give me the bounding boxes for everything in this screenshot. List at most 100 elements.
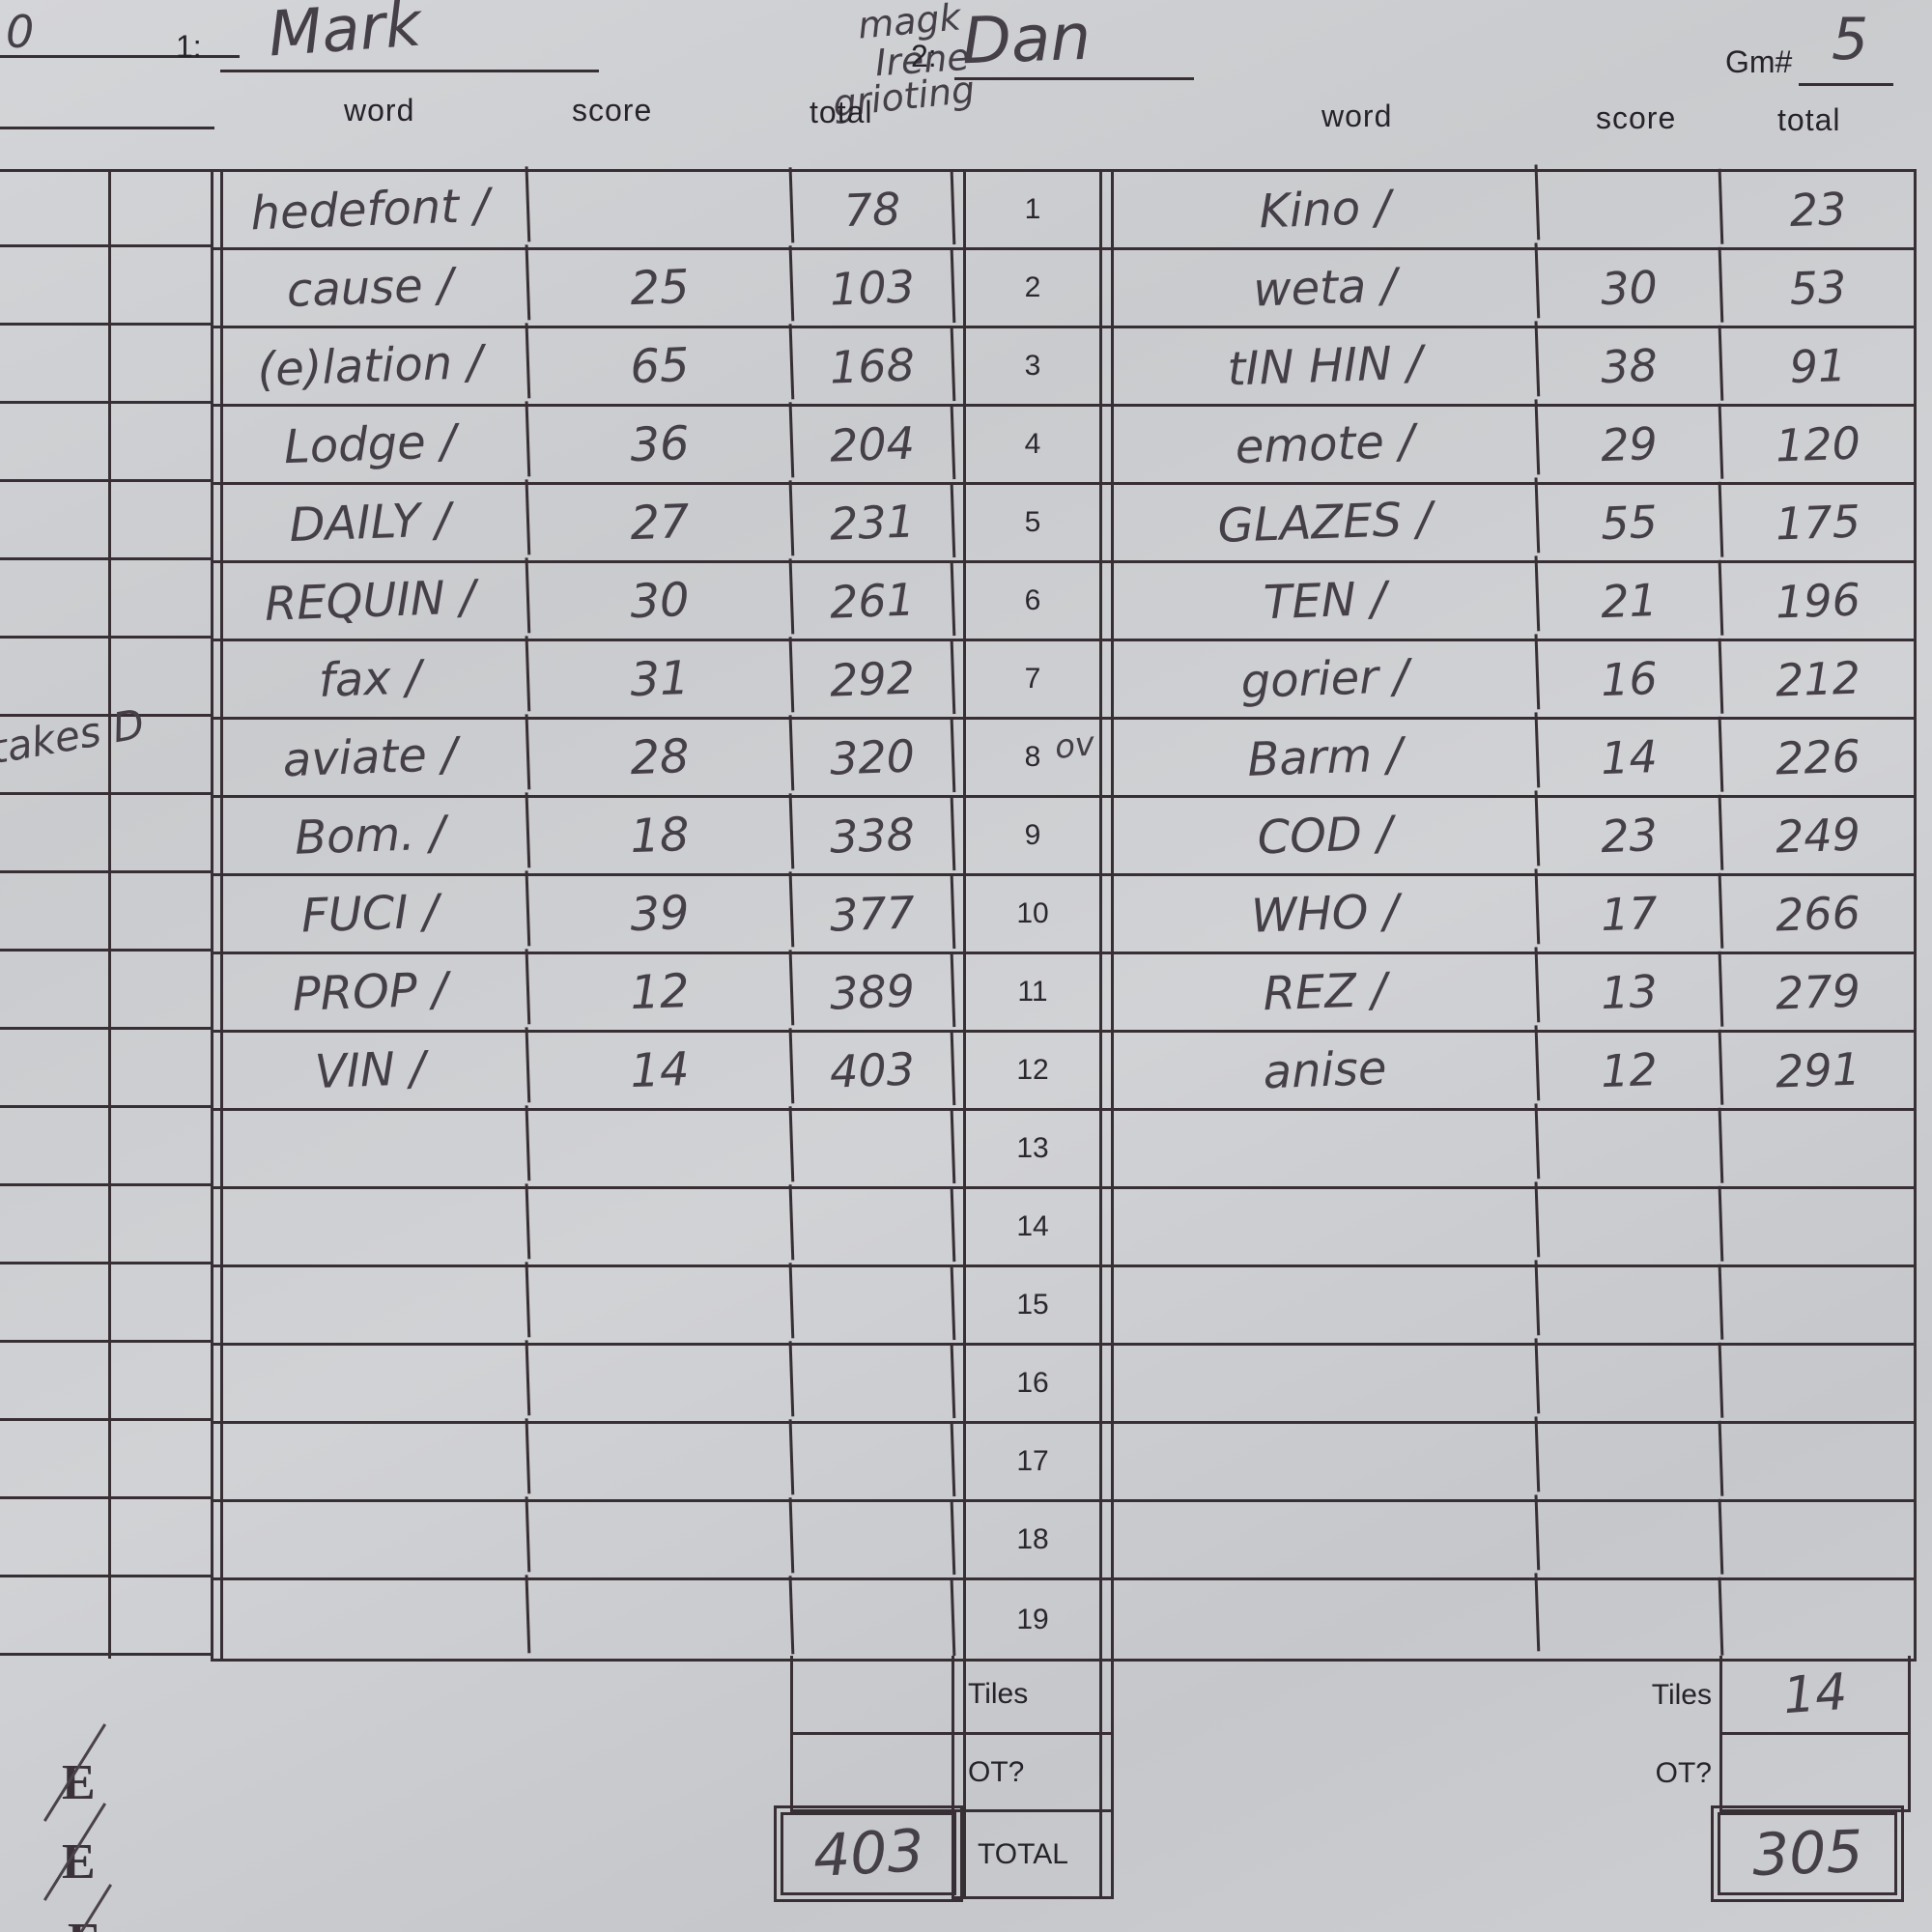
p2-score-cell <box>1537 168 1724 251</box>
turn-number: 18 <box>954 1502 1114 1577</box>
p1-score-cell: 65 <box>527 324 795 409</box>
p2-score-cell: 21 <box>1537 559 1724 642</box>
score-row: FUCI / 39 377 10 WHO / 17 266 <box>212 868 1914 959</box>
p1-total-cell <box>791 1421 956 1502</box>
p2-word-cell: emote / <box>1112 399 1541 490</box>
turn-number: 19 <box>954 1580 1114 1659</box>
p2-total-cell: 249 <box>1775 808 1861 864</box>
p1-word-cell: aviate / <box>212 714 531 801</box>
p1-score-cell: 14 <box>527 1028 795 1113</box>
p2-score-cell: 38 <box>1537 325 1724 408</box>
score-row: aviate / 28 320 8 Barm / 14 226 <box>212 712 1914 803</box>
p2-word-cell: Barm / <box>1112 712 1541 803</box>
p2-word-header: word <box>1321 99 1393 133</box>
p2-score-cell <box>1537 1577 1724 1662</box>
p1-word-cell: (e)lation / <box>212 323 531 410</box>
p1-total-cell <box>791 1577 956 1662</box>
p1-word-cell: fax / <box>212 636 531 723</box>
score-row: 19 <box>212 1573 1916 1666</box>
p2-total-cell: 91 <box>1788 338 1848 394</box>
p2-total-cell: 53 <box>1788 260 1848 316</box>
player1-underline <box>220 70 599 72</box>
p2-score-cell: 16 <box>1537 638 1724 721</box>
row8-margin-note: ov <box>1053 724 1096 768</box>
p1-total-cell: 78 <box>791 169 956 250</box>
margin-vertical-line <box>108 169 111 1659</box>
total-label: TOTAL <box>978 1837 1068 1870</box>
p1-total-cell: 231 <box>791 482 956 563</box>
p2-total-cell: 279 <box>1775 964 1861 1020</box>
turn-number: 5 <box>954 485 1114 560</box>
p1-word-cell: VIN / <box>212 1027 531 1114</box>
p2-score-header: score <box>1596 100 1677 135</box>
p2-total-cell: 226 <box>1775 729 1861 785</box>
p1-final-total: 403 <box>810 1817 926 1890</box>
turn-number: 7 <box>954 641 1114 717</box>
p2-tiles-label: Tiles <box>1536 1656 1712 1735</box>
score-row: 16 <box>212 1338 1914 1429</box>
turn-number: 13 <box>954 1111 1114 1186</box>
p1-score-cell: 36 <box>527 402 795 487</box>
p1-total-cell <box>791 1108 956 1189</box>
p2-total-cell: 120 <box>1775 416 1861 472</box>
p2-word-cell <box>1112 1338 1541 1429</box>
p1-total-cell: 377 <box>791 873 956 954</box>
p1-score-cell <box>527 1263 795 1348</box>
score-row: hedefont / 78 1 Kino / 23 <box>212 164 1914 255</box>
p1-total-cell: 261 <box>791 560 956 641</box>
p2-total-cell: 291 <box>1775 1042 1861 1098</box>
left-margin-strip <box>0 169 211 1659</box>
p1-total-cell: 403 <box>791 1030 956 1111</box>
player2-underline <box>954 77 1194 80</box>
p2-word-cell: tIN HIN / <box>1112 321 1541 412</box>
p2-word-cell: weta / <box>1112 242 1541 333</box>
player1-name: Mark <box>266 0 424 71</box>
p1-word-cell <box>212 1575 531 1664</box>
p1-score-cell: 18 <box>527 793 795 878</box>
ot-label: OT? <box>968 1755 1025 1788</box>
p2-word-cell <box>1112 1181 1541 1272</box>
p1-total-cell: 103 <box>791 247 956 328</box>
p1-total-cell: 204 <box>791 404 956 485</box>
center-col-inner-right-line <box>1099 169 1102 1899</box>
p2-score-cell <box>1537 1420 1724 1503</box>
turn-number: 10 <box>954 876 1114 952</box>
score-grid: hedefont / 78 1 Kino / 23 cause / 25 103… <box>211 164 1917 1666</box>
p2-score-cell <box>1537 1498 1724 1581</box>
p2-total-header: total <box>1777 102 1841 137</box>
p2-score-cell <box>1537 1264 1724 1347</box>
p1-word-cell: Lodge / <box>212 401 531 488</box>
turn-number: 17 <box>954 1424 1114 1499</box>
p1-score-cell: 28 <box>527 715 795 800</box>
turn-number: 15 <box>954 1267 1114 1343</box>
turn-number: 8 <box>954 720 1114 795</box>
game-number-value: 5 <box>1832 6 1869 73</box>
score-row: VIN / 14 403 12 anise 12 291 <box>212 1025 1914 1116</box>
tiles-label: Tiles <box>968 1677 1029 1710</box>
p2-word-cell: GLAZES / <box>1112 477 1541 568</box>
p1-word-cell: FUCI / <box>212 870 531 957</box>
p2-score-cell <box>1537 1342 1724 1425</box>
turn-number: 11 <box>954 954 1114 1030</box>
p1-word-cell <box>212 1262 531 1349</box>
p2-ot-label-text: OT? <box>1655 1757 1712 1789</box>
p1-total-header: total <box>810 95 873 129</box>
center-col-inner-left-line <box>963 169 966 1899</box>
p2-total-cell <box>1721 1186 1916 1268</box>
p2-word-cell <box>1112 1103 1541 1194</box>
p2-score-cell: 17 <box>1537 872 1724 955</box>
p2-total-box: 305 <box>1711 1805 1904 1902</box>
p1-score-header: score <box>572 93 653 128</box>
p1-score-cell: 30 <box>527 558 795 643</box>
turn-number: 4 <box>954 407 1114 482</box>
p2-total-cell: 266 <box>1775 886 1861 942</box>
p2-score-cell: 29 <box>1537 403 1724 486</box>
p2-total-cell <box>1721 1577 1916 1662</box>
turn-number: 1 <box>954 172 1114 247</box>
p2-score-cell <box>1537 1185 1724 1268</box>
margin-top-line <box>0 169 211 172</box>
p1-word-cell <box>212 1418 531 1505</box>
p1-score-cell: 12 <box>527 950 795 1035</box>
p2-score-cell: 23 <box>1537 794 1724 877</box>
